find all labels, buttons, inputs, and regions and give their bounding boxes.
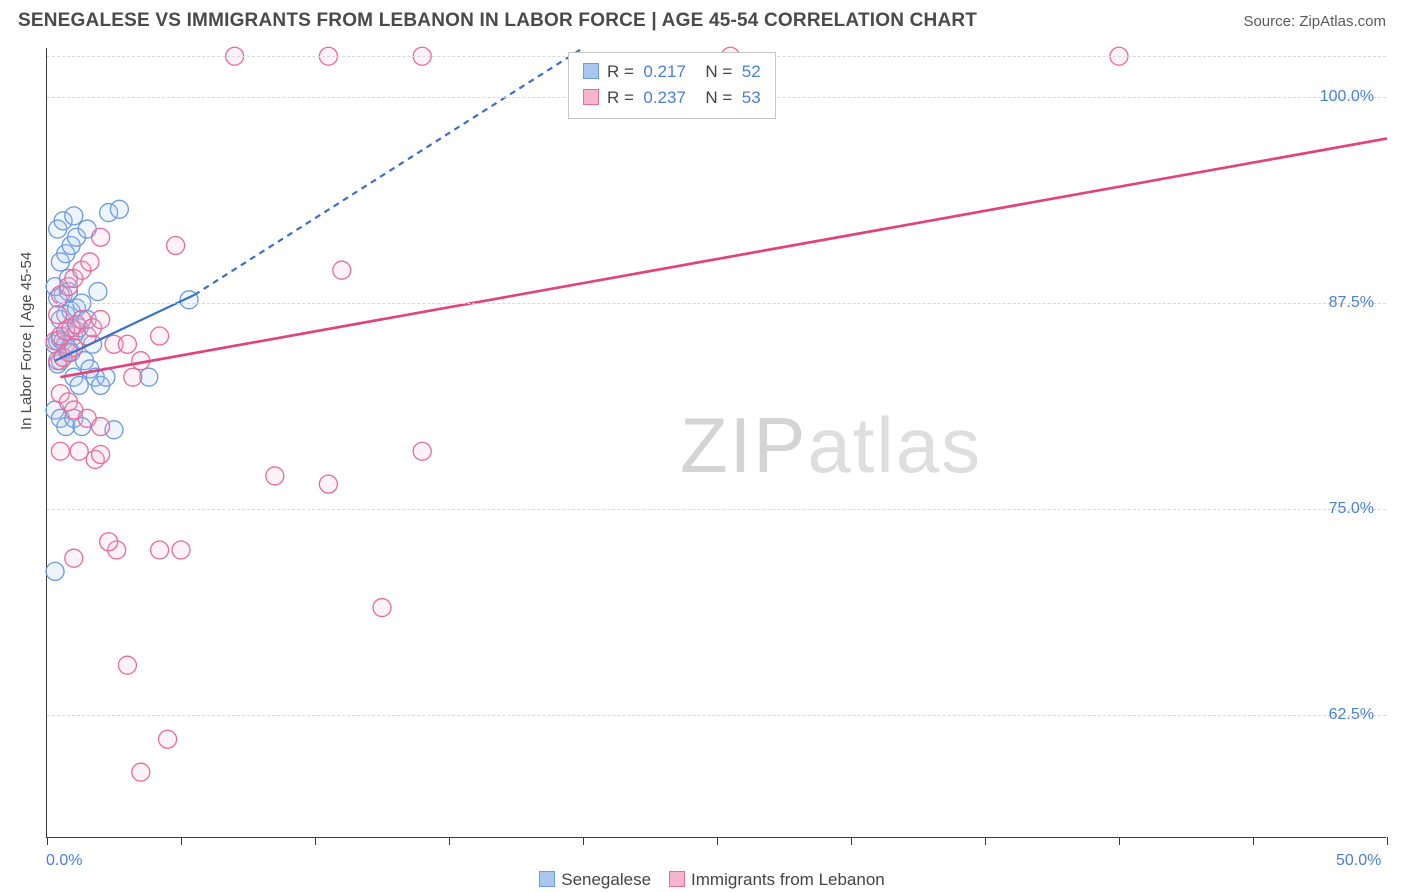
chart-title: SENEGALESE VS IMMIGRANTS FROM LEBANON IN… [18,10,977,32]
x-tick-label: 50.0% [1336,852,1381,870]
data-point [118,656,136,674]
data-point [65,549,83,567]
gridline-h [47,509,1386,510]
data-point [333,261,351,279]
legend-swatch [583,63,599,79]
n-value: 52 [742,62,761,81]
data-point [118,335,136,353]
r-value: 0.217 [643,62,686,81]
legend-swatch [583,89,599,105]
x-tick [985,837,986,845]
data-point [140,368,158,386]
data-point [49,306,67,324]
correlation-stats-box: R = 0.217 N = 52R = 0.237 N = 53 [568,52,776,119]
stat-row: R = 0.237 N = 53 [583,85,761,111]
y-axis-label: In Labor Force | Age 45-54 [18,252,35,430]
data-point [319,475,337,493]
r-value: 0.237 [643,88,686,107]
x-tick [47,837,48,845]
data-point [51,442,69,460]
x-tick [449,837,450,845]
plot-svg [47,48,1386,837]
chart-header: SENEGALESE VS IMMIGRANTS FROM LEBANON IN… [0,0,1406,40]
data-point [110,200,128,218]
x-tick [1253,837,1254,845]
data-point [151,327,169,345]
data-point [167,237,185,255]
data-point [89,283,107,301]
data-point [92,418,110,436]
data-point [172,541,190,559]
data-point [46,562,64,580]
n-value: 53 [742,88,761,107]
gridline-h [47,303,1386,304]
y-tick-label: 100.0% [1320,88,1374,106]
data-point [92,446,110,464]
legend-bottom: Senegalese Immigrants from Lebanon [0,870,1406,890]
plot-area: 62.5% 75.0% 87.5% 100.0% [46,48,1386,838]
legend-label: Immigrants from Lebanon [691,870,885,889]
y-tick-label: 75.0% [1329,500,1374,518]
trend-line-pink [60,139,1387,378]
y-tick-label: 87.5% [1329,294,1374,312]
data-point [70,442,88,460]
stat-row: R = 0.217 N = 52 [583,59,761,85]
chart-source: Source: ZipAtlas.com [1243,13,1386,30]
data-point [132,763,150,781]
data-point [100,533,118,551]
trend-line-dash [194,48,583,295]
x-tick-label: 0.0% [46,852,82,870]
x-tick [315,837,316,845]
data-point [81,253,99,271]
data-point [124,368,142,386]
legend-label: Senegalese [561,870,651,889]
data-point [65,207,83,225]
data-point [92,311,110,329]
x-tick [583,837,584,845]
x-tick [851,837,852,845]
y-tick-label: 62.5% [1329,706,1374,724]
data-point [373,599,391,617]
x-tick [717,837,718,845]
x-tick [1387,837,1388,845]
x-tick [1119,837,1120,845]
data-point [151,541,169,559]
legend-swatch [669,871,685,887]
x-tick [181,837,182,845]
legend-swatch [539,871,555,887]
data-point [266,467,284,485]
data-point [92,228,110,246]
data-point [413,442,431,460]
gridline-h [47,715,1386,716]
data-point [70,376,88,394]
data-point [159,730,177,748]
